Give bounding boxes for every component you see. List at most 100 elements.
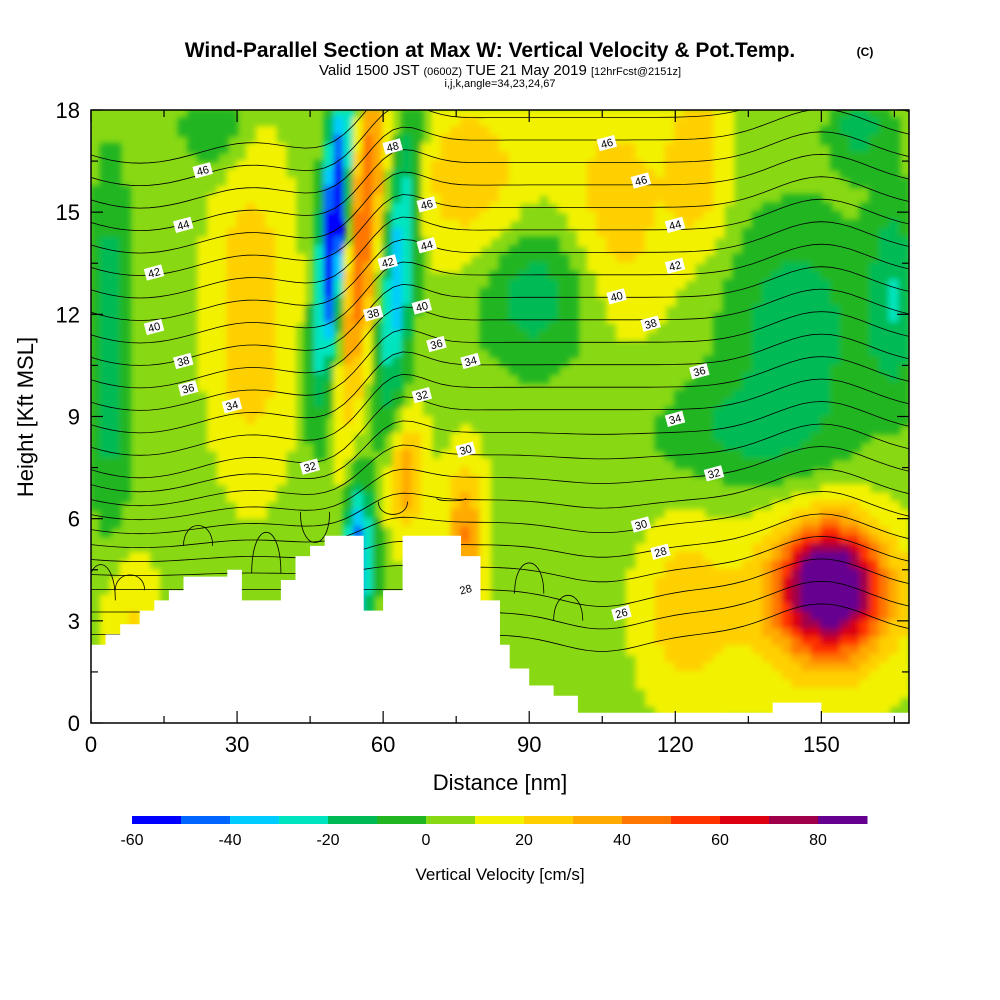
theta-contour-line <box>91 356 909 456</box>
colorbar-segment <box>132 816 182 824</box>
theta-label-text: 46 <box>600 137 615 152</box>
y-axis-label: Height [Kft MSL] <box>13 337 38 497</box>
colorbar-tick-label: -60 <box>120 832 143 849</box>
theta-label: 36 <box>426 335 447 353</box>
theta-label: 36 <box>689 363 710 380</box>
y-tick-label: 15 <box>56 200 80 225</box>
theta-label: 44 <box>664 216 686 233</box>
colorbar-tick-label: 40 <box>613 832 631 849</box>
colorbar-segment <box>475 816 525 824</box>
theta-label: 26 <box>611 604 632 622</box>
colorbar-segment <box>377 816 427 824</box>
y-tick-label: 9 <box>68 405 80 430</box>
theta-contour-line <box>91 333 909 434</box>
x-tick-label: 0 <box>85 732 97 757</box>
colorbar-tick-label: 60 <box>711 832 729 849</box>
theta-label: 30 <box>630 516 652 533</box>
title-copyright: (C) <box>857 45 874 59</box>
theta-label: 42 <box>143 264 165 281</box>
theta-label: 28 <box>455 581 476 598</box>
y-tick-label: 6 <box>68 507 80 532</box>
y-tick-label: 12 <box>56 302 80 327</box>
theta-label-text: 40 <box>415 300 430 315</box>
theta-contour-line <box>91 110 909 187</box>
theta-contour-arc <box>514 562 545 594</box>
y-tick-label: 0 <box>68 711 80 736</box>
theta-contour-arc <box>377 501 408 515</box>
theta-contour-arc <box>300 511 330 543</box>
theta-label-text: 34 <box>225 399 240 414</box>
theta-label-text: 34 <box>668 413 683 428</box>
theta-label-text: 36 <box>429 338 444 353</box>
theta-label-text: 30 <box>458 443 473 458</box>
theta-label: 34 <box>221 397 243 414</box>
theta-label: 32 <box>299 458 321 475</box>
theta-contour-line <box>91 131 909 232</box>
x-tick-label: 120 <box>657 732 694 757</box>
theta-contour-line <box>91 110 368 164</box>
theta-label-text: 46 <box>420 198 435 213</box>
colorbar-segment <box>769 816 819 824</box>
colorbar-segment <box>573 816 623 824</box>
theta-contour-line <box>91 490 909 549</box>
theta-label-text: 32 <box>303 460 318 475</box>
x-tick-label: 90 <box>517 732 541 757</box>
theta-label-text: 32 <box>707 467 722 482</box>
theta-label-text: 26 <box>614 607 629 622</box>
terrain <box>91 535 909 723</box>
title-valid-prefix: Valid 1500 JST <box>319 62 419 79</box>
colorbar-tick-label: 20 <box>515 832 533 849</box>
theta-label: 46 <box>596 135 618 152</box>
theta-contour-line <box>91 243 909 344</box>
theta-label: 32 <box>703 465 725 482</box>
colorbar-segment <box>622 816 672 824</box>
theta-contour-line <box>91 311 909 411</box>
theta-label-text: 44 <box>420 239 435 254</box>
theta-label: 32 <box>411 387 433 404</box>
colorbar-segment <box>279 816 329 824</box>
theta-label: 42 <box>664 257 686 274</box>
theta-label: 40 <box>411 298 433 315</box>
theta-label-text: 36 <box>692 365 707 380</box>
theta-label-text: 46 <box>196 164 211 179</box>
theta-label: 46 <box>192 162 213 179</box>
y-tick-label: 3 <box>68 609 80 634</box>
theta-label: 38 <box>172 352 194 369</box>
title-valid: Valid 1500 JST (0600Z) TUE 21 May 2019 [… <box>319 62 681 79</box>
colorbar-segment <box>671 816 721 824</box>
theta-label: 46 <box>630 172 652 189</box>
title-indices: i,j,k,angle=34,23,24,67 <box>444 78 555 90</box>
theta-label: 38 <box>640 315 661 332</box>
colorbar-tick-label: 80 <box>809 832 827 849</box>
theta-label-text: 44 <box>668 218 683 233</box>
colorbar-tick-label: 0 <box>422 832 431 849</box>
title-valid-utc: (0600Z) <box>423 66 462 78</box>
theta-contour-arc <box>553 594 584 621</box>
theta-contour-arc <box>91 564 116 601</box>
colorbar-segment <box>426 816 476 824</box>
colorbar-segment <box>181 816 231 824</box>
x-axis-label: Distance [nm] <box>433 770 568 795</box>
theta-label-text: 42 <box>381 256 396 271</box>
theta-label-text: 28 <box>653 545 668 560</box>
theta-contour-line <box>91 198 909 299</box>
theta-contour-line <box>91 513 909 563</box>
colorbar-segment <box>818 816 868 824</box>
theta-contour-arc <box>183 525 214 546</box>
theta-contour-line <box>91 288 909 389</box>
theta-label-text: 38 <box>643 317 658 332</box>
theta-contour-line <box>91 221 909 321</box>
theta-contour-arc <box>251 531 282 574</box>
theta-label-text: 32 <box>415 389 430 404</box>
theta-label: 28 <box>650 543 671 560</box>
colorbar-tick-label: -20 <box>316 832 339 849</box>
theta-label-text: 46 <box>634 174 649 189</box>
plot-area: 26 28 28 30 30 32 32 32 34 34 34 36 36 36 38 38 38 40 40 40… <box>90 109 910 724</box>
colorbar-segment <box>230 816 280 824</box>
theta-contour-arc <box>436 497 467 502</box>
theta-label: 46 <box>416 196 437 213</box>
theta-contour-line <box>91 468 909 535</box>
theta-contour-line <box>91 176 909 276</box>
